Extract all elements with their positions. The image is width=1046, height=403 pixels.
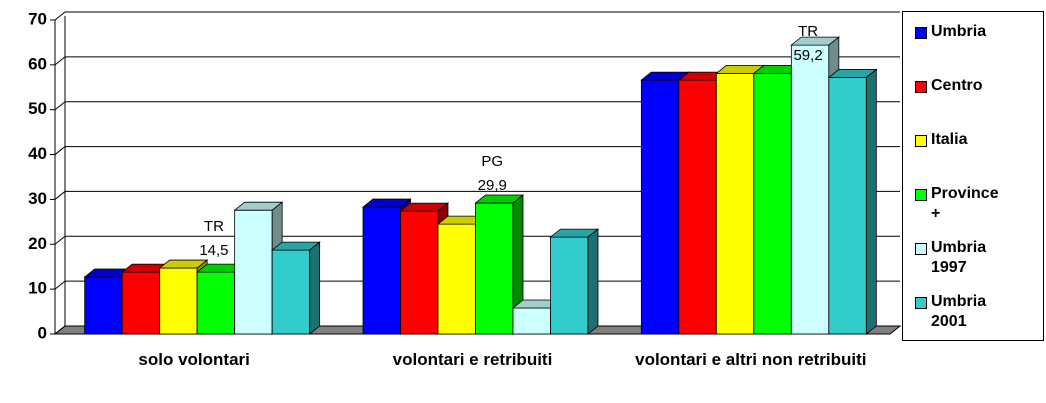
legend-swatch	[915, 189, 927, 201]
annotation: TR	[798, 23, 818, 40]
legend-swatch	[915, 297, 927, 309]
grid-line-side	[54, 146, 66, 155]
x-tick-label: volontari e altri non retribuiti	[635, 350, 867, 369]
bar-side	[865, 68, 877, 335]
annotation: 14,5	[199, 242, 228, 259]
bar	[640, 79, 680, 335]
bar	[271, 249, 311, 335]
grid-line-side	[54, 235, 66, 245]
grid-line-side	[54, 56, 66, 66]
bar	[550, 236, 589, 335]
grid-line-side	[54, 280, 66, 290]
y-tick-label: 60	[28, 54, 47, 73]
y-tick-label: 40	[28, 144, 47, 163]
legend-item: Umbria 1997	[915, 238, 1042, 278]
legend-item: Province +	[915, 184, 1042, 224]
bar	[753, 72, 792, 335]
y-tick-label: 10	[28, 279, 47, 298]
bar	[196, 271, 236, 335]
bar	[362, 206, 401, 335]
grid-line-side	[54, 325, 66, 335]
bar	[475, 202, 514, 335]
bar-side	[309, 241, 321, 335]
bar	[84, 276, 123, 335]
legend-label: Province +	[931, 185, 999, 222]
grid-line-side	[54, 101, 66, 111]
legend-swatch	[915, 135, 927, 147]
bar	[121, 271, 161, 335]
x-tick-label: solo volontari	[138, 350, 250, 369]
bar	[159, 267, 198, 335]
legend-item: Italia	[915, 130, 1042, 150]
annotation: 59,2	[793, 47, 822, 64]
y-tick-label: 50	[28, 99, 47, 118]
legend-label: Centro	[931, 77, 983, 94]
annotation: PG	[481, 153, 503, 170]
bar	[437, 223, 476, 335]
legend-label: Italia	[931, 131, 968, 148]
x-tick-label: volontari e retribuiti	[392, 350, 553, 369]
bar	[715, 72, 755, 335]
legend: Umbria Centro Italia Province + Umbria 1997 U…	[902, 11, 1044, 341]
bar	[678, 79, 717, 335]
bar	[512, 307, 551, 335]
y-tick-label: 0	[38, 323, 47, 342]
legend-swatch	[915, 81, 927, 93]
bar-side	[587, 228, 599, 335]
annotation: TR	[204, 218, 224, 235]
y-tick-label: 20	[28, 234, 47, 253]
bar	[828, 77, 867, 335]
legend-item: Centro	[915, 76, 1042, 96]
y-tick-label: 70	[28, 9, 47, 28]
legend-swatch	[915, 27, 927, 39]
legend-label: Umbria	[931, 23, 987, 40]
legend-label: Umbria 1997	[931, 239, 987, 276]
bar	[790, 44, 830, 335]
legend-swatch	[915, 243, 927, 255]
legend-item: Umbria	[915, 22, 1042, 42]
bar	[400, 210, 439, 335]
grid-line-side	[54, 11, 66, 21]
grid-line-side	[54, 191, 66, 200]
bar	[234, 209, 273, 335]
legend-label: Umbria 2001	[931, 293, 987, 330]
annotation: 29,9	[478, 177, 507, 194]
legend-item: Umbria 2001	[915, 292, 1042, 332]
y-tick-label: 30	[28, 189, 47, 208]
